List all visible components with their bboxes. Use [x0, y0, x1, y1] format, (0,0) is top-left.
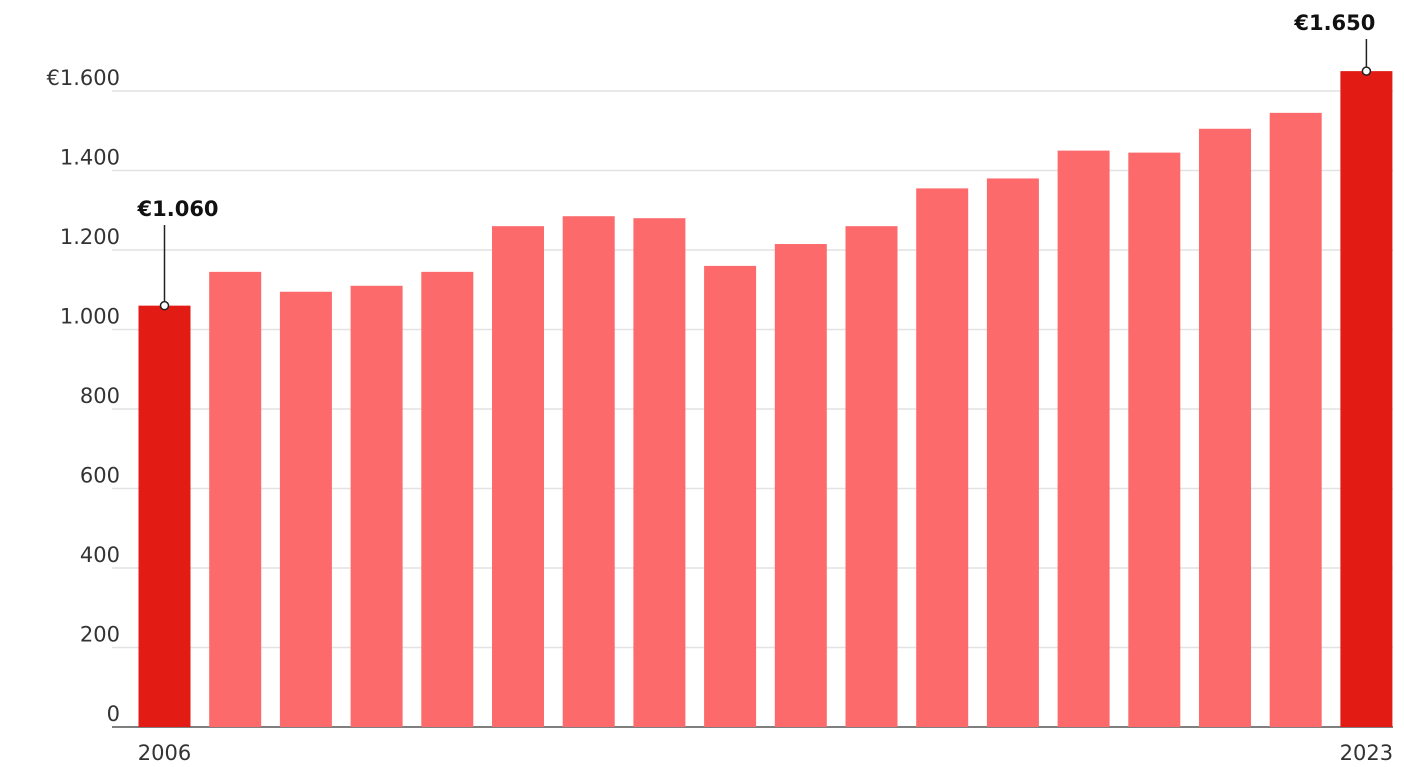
bar-2018 — [986, 178, 1039, 727]
bars — [138, 71, 1393, 728]
y-tick-label-600: 600 — [80, 464, 120, 488]
bar-2016 — [845, 226, 898, 727]
y-tick-label-1600: €1.600 — [47, 66, 120, 90]
x-axis-tick-labels: 2006 2023 — [138, 741, 1393, 765]
bar-2015 — [774, 244, 827, 727]
bar-2011 — [492, 226, 544, 727]
y-tick-label-1400: 1.400 — [60, 146, 120, 170]
x-tick-label-2023: 2023 — [1340, 741, 1393, 765]
bar-2014 — [704, 265, 757, 727]
annotation-label-2023: €1.650 — [1293, 11, 1375, 35]
y-tick-label-0: 0 — [107, 702, 120, 726]
annotation-label-2006: €1.060 — [137, 197, 219, 221]
bar-2019 — [1057, 150, 1110, 727]
y-tick-label-200: 200 — [80, 623, 120, 647]
y-tick-label-1200: 1.200 — [60, 225, 120, 249]
y-tick-label-400: 400 — [80, 543, 120, 567]
bar-2017 — [916, 188, 969, 727]
y-axis-tick-labels: 0 200 400 600 800 1.000 1.200 1.400 €1.600 — [47, 66, 120, 726]
annotation-dot-2006 — [159, 300, 170, 311]
bar-2023 — [1340, 71, 1393, 727]
bar-2012 — [562, 216, 615, 727]
x-tick-label-2006: 2006 — [138, 741, 191, 765]
y-tick-label-800: 800 — [80, 384, 120, 408]
bar-2020 — [1128, 152, 1181, 728]
bar-2013 — [633, 218, 686, 727]
annotations: €1.060 €1.650 — [137, 11, 1375, 311]
bar-2008 — [279, 291, 332, 727]
bar-2021 — [1199, 128, 1251, 727]
y-tick-label-1000: 1.000 — [60, 305, 120, 329]
bar-2009 — [350, 285, 403, 727]
bar-2006 — [138, 305, 191, 727]
bar-2010 — [421, 271, 474, 727]
annotation-dot-2023 — [1361, 66, 1372, 76]
bar-2022 — [1269, 112, 1322, 728]
bar-2007 — [209, 271, 262, 727]
